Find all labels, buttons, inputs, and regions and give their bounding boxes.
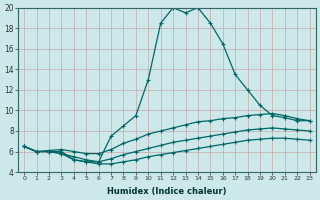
- X-axis label: Humidex (Indice chaleur): Humidex (Indice chaleur): [107, 187, 227, 196]
